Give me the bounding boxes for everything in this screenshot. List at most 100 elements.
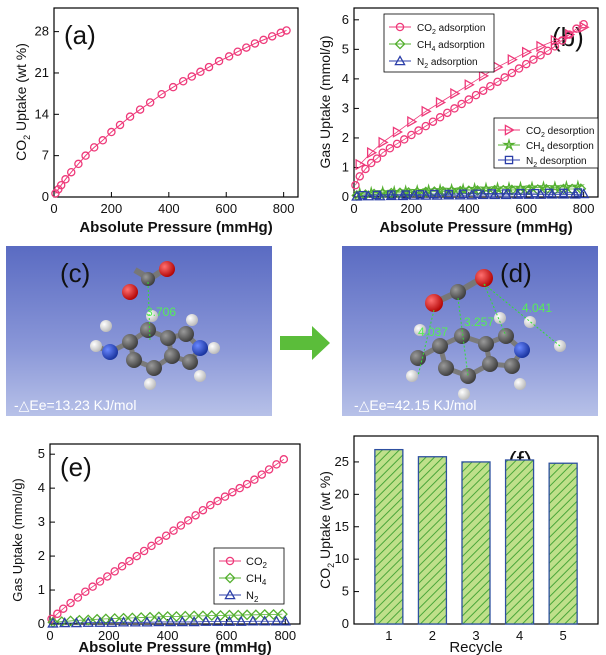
panel-b-point: [458, 189, 468, 199]
panel-e-point: [191, 511, 200, 520]
panel-e-point: [270, 615, 283, 626]
x-tick-label: 0: [350, 201, 357, 216]
panel-a-y-ticks: 0 7 14 21 28: [35, 24, 59, 204]
legend-marker: [224, 572, 236, 584]
panel-e-point: [82, 614, 94, 626]
panel-b-point: [521, 59, 531, 69]
panel-b-point: [407, 130, 416, 140]
panel-b-legend-bottom-entries: CO2 desorption CH4 desorption N2 desorptio…: [498, 124, 594, 169]
legend-label: N2: [246, 590, 259, 604]
panel-b-point: [397, 189, 409, 201]
x-tick-label: 600: [515, 201, 537, 216]
panel-b-point: [358, 190, 367, 200]
panel-c: (c): [6, 246, 272, 416]
panel-e-x-axis-label: Absolute Pressure (mmHg): [78, 639, 271, 655]
panel-d-label: (d): [500, 258, 532, 288]
panel-b-legend-top-entries: CO2 adsorption CH4 adsorption N2 adsorptio…: [389, 22, 485, 70]
legend-label: CO2 desorption: [526, 126, 594, 139]
panel-e-point: [211, 615, 224, 626]
panel-e-point: [258, 615, 271, 626]
panel-e-point: [66, 598, 75, 608]
panel-a-point: [259, 35, 268, 45]
panel-b-point: [548, 180, 562, 194]
panel-b-point: [401, 190, 410, 199]
x-tick-label: 0: [46, 628, 53, 643]
panel-b-point: [579, 21, 590, 33]
y-tick-label: 0: [342, 189, 349, 204]
panel-a-point: [282, 26, 291, 35]
panel-a-point: [196, 67, 205, 77]
panel-e-point: [228, 487, 237, 497]
panel-b-point: [565, 28, 576, 41]
panel-e-point: [183, 516, 193, 525]
x-tick-label: 200: [98, 628, 120, 643]
legend-marker: [395, 22, 405, 32]
y-tick-label: 1: [342, 159, 349, 174]
panel-b-point: [392, 139, 402, 149]
y-tick-label: 5: [342, 584, 349, 599]
panel-e-point: [58, 617, 71, 628]
panel-d-distance-3: 4.041: [522, 301, 552, 315]
panel-b-point: [543, 46, 553, 56]
panel-b-point: [454, 189, 466, 200]
x-tick-label: 800: [273, 201, 295, 216]
panel-e-point: [272, 460, 281, 469]
x-tick-label: 3: [472, 628, 479, 643]
panel-b-point: [569, 188, 581, 199]
nitrogen-atom: [514, 342, 530, 358]
panel-b-point: [464, 79, 475, 91]
panel-b-point: [385, 189, 398, 201]
panel-b-point: [366, 146, 378, 159]
panel-e-point: [110, 567, 119, 576]
panel-b-legend-top: CO2 adsorption CH4 adsorption N2 adsorptio…: [383, 13, 495, 73]
panel-e-point: [188, 610, 200, 622]
panel-e-point: [179, 610, 191, 622]
panel-a-point: [250, 39, 260, 48]
panel-e-x-ticks: 0 200 400 600 800: [46, 619, 296, 643]
panel-b-point: [450, 104, 459, 113]
panel-a-point: [107, 127, 116, 137]
panel-b-point: [444, 189, 453, 199]
legend-marker: [224, 589, 236, 600]
panel-b-point: [457, 99, 466, 109]
y-tick-label: 3: [342, 100, 349, 115]
panel-e-label: (e): [60, 452, 92, 482]
panel-e-point: [95, 577, 105, 586]
panel-b-point: [399, 135, 409, 144]
panel-e-point: [206, 500, 215, 510]
panel-b-point: [443, 108, 452, 118]
panel-e-point: [176, 521, 186, 530]
panel-b-point: [550, 34, 561, 47]
panel-e-marks: [47, 455, 292, 628]
panel-b-point: [415, 190, 425, 199]
panel-e-point: [169, 526, 178, 535]
x-tick-label: 600: [215, 201, 237, 216]
panel-e-point: [215, 609, 227, 622]
panel-b-point: [570, 179, 585, 193]
y-tick-label: 14: [35, 106, 49, 121]
panel-c-distance: 3.706: [146, 305, 176, 319]
panel-e-point: [103, 572, 112, 581]
panel-a-label: (a): [64, 20, 96, 50]
y-tick-label: 0: [342, 616, 349, 631]
panel-e-point: [162, 611, 174, 623]
panel-e-point: [247, 615, 259, 626]
panel-e-legend-entries: CO2 CH4 N2: [219, 556, 268, 604]
y-tick-label: 5: [38, 446, 45, 461]
panel-d-energy: -△Ee=42.15 KJ/mol: [354, 397, 476, 413]
panel-b-point: [421, 105, 432, 118]
x-tick-label: 4: [516, 628, 523, 643]
panel-b-point: [392, 126, 403, 138]
panel-e-point: [94, 616, 106, 627]
panel-b-point: [501, 189, 511, 198]
oxygen-atom: [425, 294, 443, 312]
panel-e-point: [88, 582, 97, 591]
panel-e-point: [220, 492, 230, 501]
panel-b-x-ticks: 0 200 400 600 800: [350, 192, 594, 216]
panel-e-point: [170, 611, 182, 623]
panel-b-point: [479, 181, 493, 195]
panel-b-point: [573, 188, 583, 197]
